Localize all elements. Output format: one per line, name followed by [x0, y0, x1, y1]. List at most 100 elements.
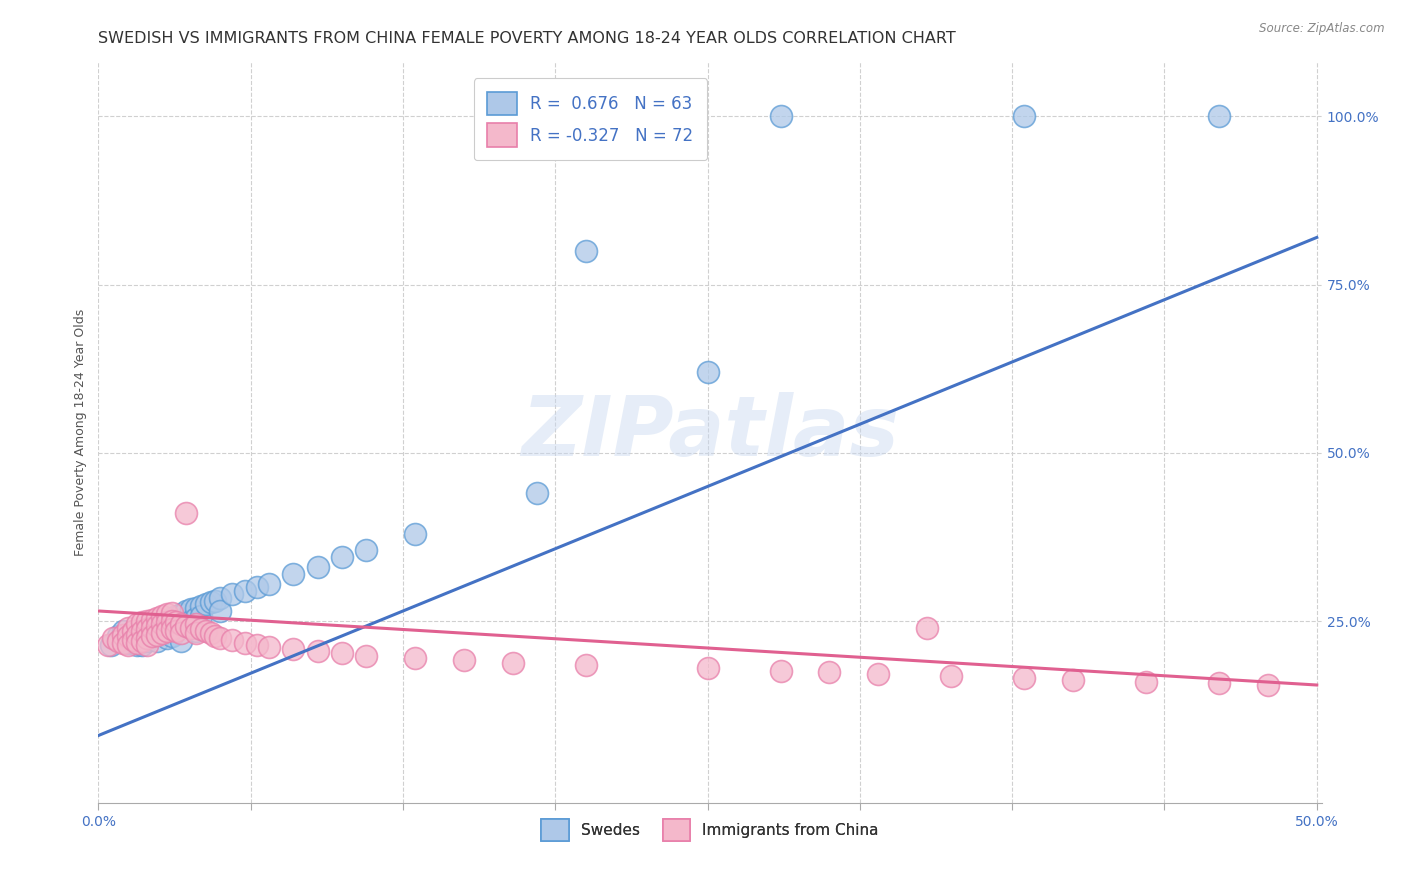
Point — [184, 626, 207, 640]
Point — [160, 606, 183, 620]
Point — [136, 631, 159, 645]
Point — [868, 666, 890, 681]
Point — [174, 619, 197, 633]
Point — [156, 631, 179, 645]
Point — [221, 632, 243, 647]
Point — [170, 626, 193, 640]
Point — [190, 608, 212, 623]
Point — [1257, 678, 1279, 692]
Point — [150, 608, 173, 623]
Point — [174, 615, 197, 630]
Point — [156, 621, 179, 635]
Point — [136, 614, 159, 628]
Point — [233, 583, 256, 598]
Point — [131, 634, 153, 648]
Point — [131, 638, 153, 652]
Point — [121, 632, 143, 647]
Point — [174, 507, 197, 521]
Point — [453, 653, 475, 667]
Point — [111, 634, 134, 648]
Point — [117, 638, 139, 652]
Point — [204, 594, 226, 608]
Point — [160, 614, 183, 628]
Point — [170, 634, 193, 648]
Point — [156, 614, 179, 628]
Point — [257, 577, 280, 591]
Point — [150, 617, 173, 632]
Point — [117, 629, 139, 643]
Point — [111, 624, 134, 639]
Point — [696, 365, 718, 379]
Point — [1135, 674, 1157, 689]
Point — [117, 635, 139, 649]
Point — [233, 635, 256, 649]
Point — [356, 543, 378, 558]
Point — [117, 631, 139, 645]
Point — [575, 657, 598, 672]
Point — [1014, 109, 1036, 123]
Point — [165, 624, 187, 639]
Point — [160, 619, 183, 633]
Point — [209, 631, 232, 645]
Point — [818, 665, 841, 680]
Point — [131, 615, 153, 630]
Point — [190, 599, 212, 614]
Point — [174, 604, 197, 618]
Point — [209, 604, 232, 618]
Point — [160, 629, 183, 643]
Point — [184, 611, 207, 625]
Point — [141, 629, 163, 643]
Point — [404, 651, 426, 665]
Point — [146, 617, 169, 632]
Point — [404, 526, 426, 541]
Text: SWEDISH VS IMMIGRANTS FROM CHINA FEMALE POVERTY AMONG 18-24 YEAR OLDS CORRELATIO: SWEDISH VS IMMIGRANTS FROM CHINA FEMALE … — [98, 31, 956, 46]
Point — [257, 640, 280, 654]
Point — [146, 619, 169, 633]
Point — [156, 624, 179, 639]
Y-axis label: Female Poverty Among 18-24 Year Olds: Female Poverty Among 18-24 Year Olds — [75, 309, 87, 557]
Point — [150, 624, 173, 639]
Point — [200, 595, 222, 609]
Point — [160, 611, 183, 625]
Point — [209, 591, 232, 605]
Point — [204, 629, 226, 643]
Point — [107, 629, 129, 643]
Point — [117, 621, 139, 635]
Point — [184, 617, 207, 632]
Point — [141, 621, 163, 635]
Point — [124, 632, 146, 647]
Point — [307, 644, 329, 658]
Point — [307, 560, 329, 574]
Point — [131, 621, 153, 635]
Legend: Swedes, Immigrants from China: Swedes, Immigrants from China — [536, 814, 884, 847]
Point — [141, 629, 163, 643]
Point — [111, 635, 134, 649]
Point — [180, 614, 202, 628]
Point — [141, 621, 163, 635]
Point — [283, 566, 305, 581]
Point — [127, 627, 149, 641]
Point — [136, 622, 159, 636]
Point — [1062, 673, 1084, 688]
Point — [194, 624, 217, 639]
Point — [131, 631, 153, 645]
Point — [160, 622, 183, 636]
Text: Source: ZipAtlas.com: Source: ZipAtlas.com — [1260, 22, 1385, 36]
Point — [146, 626, 169, 640]
Point — [696, 661, 718, 675]
Point — [170, 617, 193, 632]
Text: ZIPatlas: ZIPatlas — [522, 392, 898, 473]
Point — [170, 617, 193, 632]
Point — [121, 627, 143, 641]
Point — [915, 621, 938, 635]
Point — [150, 615, 173, 630]
Point — [356, 649, 378, 664]
Point — [194, 597, 217, 611]
Point — [111, 627, 134, 641]
Point — [131, 624, 153, 639]
Point — [107, 634, 129, 648]
Point — [136, 634, 159, 648]
Point — [136, 638, 159, 652]
Point — [1208, 109, 1230, 123]
Point — [180, 621, 202, 635]
